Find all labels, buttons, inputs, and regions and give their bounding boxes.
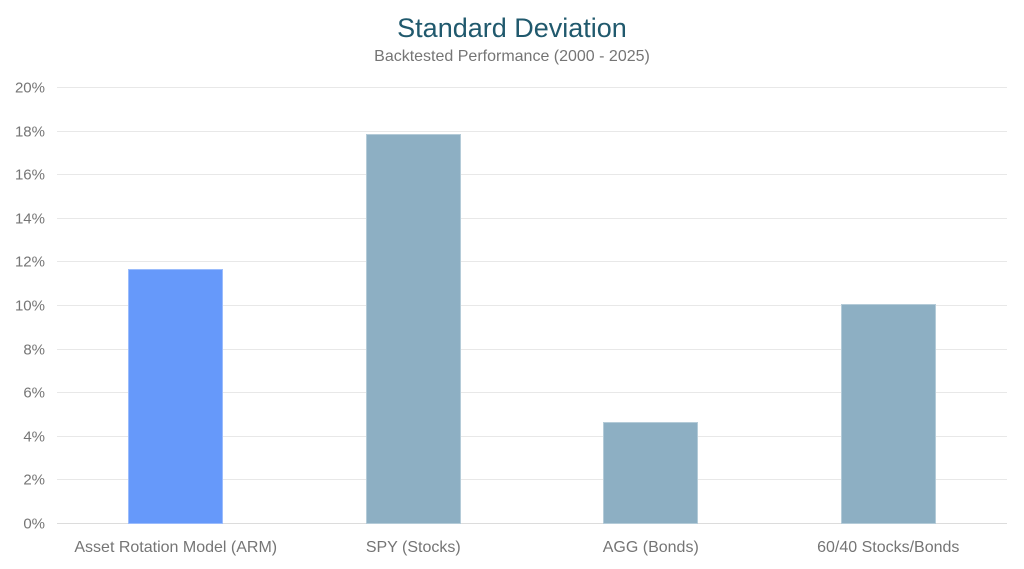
gridline xyxy=(57,348,1007,350)
y-tick-label: 16% xyxy=(14,166,45,184)
y-tick-label: 0% xyxy=(23,515,45,533)
x-tick-label: Asset Rotation Model (ARM) xyxy=(74,539,278,556)
y-tick-label: 6% xyxy=(23,384,45,402)
y-tick-label: 12% xyxy=(14,253,45,271)
gridline xyxy=(57,261,1007,263)
y-tick-label: 20% xyxy=(14,79,45,97)
x-tick-label: 60/40 Stocks/Bonds xyxy=(817,539,960,556)
bar xyxy=(603,421,699,524)
x-axis-baseline xyxy=(57,523,1007,524)
y-tick-label: 18% xyxy=(14,123,45,141)
gridline xyxy=(57,217,1007,219)
gridline xyxy=(57,174,1007,176)
gridline xyxy=(57,130,1007,132)
gridline xyxy=(57,479,1007,481)
chart-header: Standard Deviation Backtested Performanc… xyxy=(0,12,1024,68)
gridline xyxy=(57,87,1007,88)
gridline xyxy=(57,392,1007,394)
chart-subtitle: Backtested Performance (2000 - 2025) xyxy=(374,48,650,66)
chart-title: Standard Deviation xyxy=(397,13,627,43)
y-tick-label: 2% xyxy=(23,471,45,489)
y-tick-label: 14% xyxy=(14,210,45,228)
bar xyxy=(840,303,936,524)
x-tick-label: AGG (Bonds) xyxy=(602,539,699,556)
y-tick-label: 10% xyxy=(14,297,45,315)
y-tick-label: 4% xyxy=(23,428,45,446)
x-tick-label: SPY (Stocks) xyxy=(365,539,461,556)
y-axis: 0% 2% 4% 6% 8% 10% 12% 14% 16% 18% 20% xyxy=(0,81,45,532)
bar xyxy=(128,268,224,524)
plot-area xyxy=(57,87,1007,524)
gridline xyxy=(57,435,1007,437)
bar xyxy=(365,133,461,524)
x-axis: Asset Rotation Model (ARM) SPY (Stocks) AG… xyxy=(57,538,1007,562)
y-tick-label: 8% xyxy=(23,341,45,359)
gridline xyxy=(57,305,1007,306)
